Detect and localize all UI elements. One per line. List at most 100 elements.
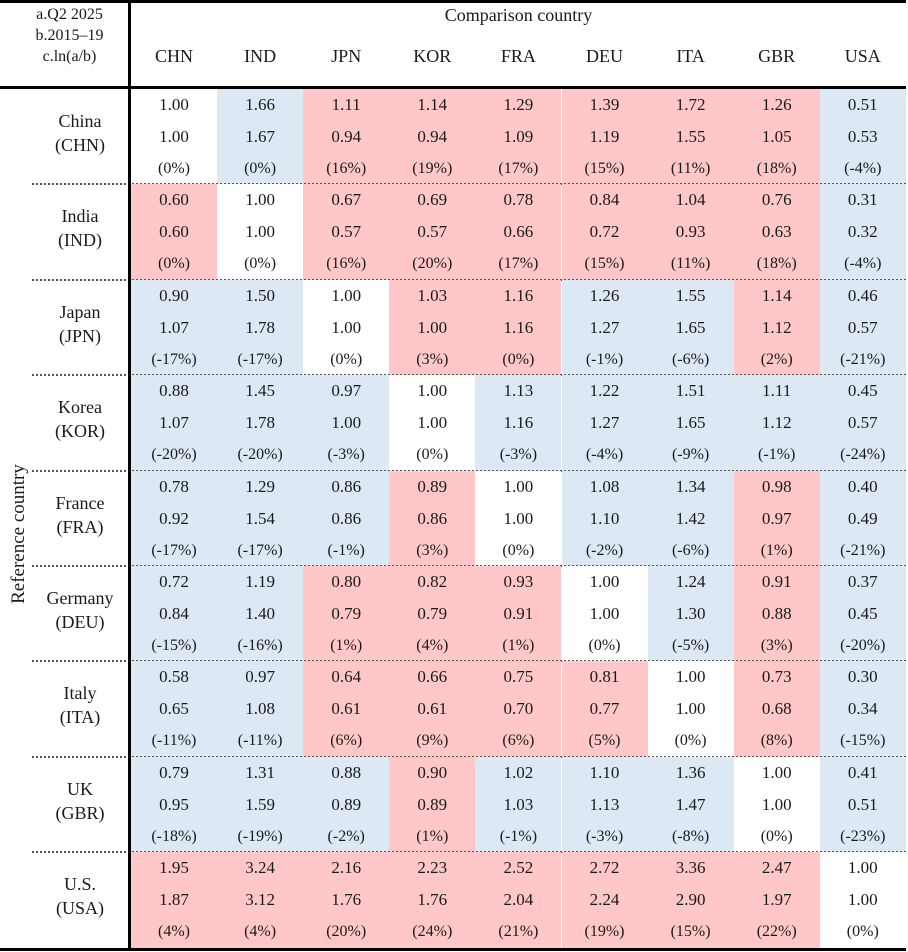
column-header-usa: USA bbox=[844, 46, 881, 66]
value-2015-19: 0.94 bbox=[417, 127, 448, 146]
log-ratio: (4%) bbox=[158, 923, 190, 941]
table-cell-ind: 1.19 1.40 (-16%) bbox=[217, 566, 304, 662]
row-country-name: France bbox=[55, 492, 105, 513]
table-cell-usa: 1.00 1.00 (0%) bbox=[819, 852, 906, 949]
table-cell-deu: 1.00 1.00 (0%) bbox=[561, 566, 648, 662]
value-q2-2025: 1.19 bbox=[245, 572, 275, 591]
value-q2-2025: 1.39 bbox=[589, 95, 620, 114]
log-ratio: (0%) bbox=[158, 255, 190, 273]
table-cell-ind: 0.97 1.08 (-11%) bbox=[217, 661, 304, 758]
table-cell-fra: 1.29 1.09 (17%) bbox=[475, 89, 562, 185]
log-ratio: (0%) bbox=[244, 255, 277, 273]
row-country-code: (CHN) bbox=[55, 135, 105, 155]
value-2015-19: 1.00 bbox=[417, 413, 448, 433]
value-q2-2025: 1.14 bbox=[761, 285, 792, 305]
row-country-name: Italy bbox=[63, 683, 97, 704]
value-2015-19: 1.00 bbox=[503, 508, 534, 528]
value-2015-19: 0.57 bbox=[331, 222, 362, 242]
value-2015-19: 1.40 bbox=[245, 604, 275, 623]
log-ratio: (3%) bbox=[416, 350, 449, 368]
value-q2-2025: 1.66 bbox=[245, 95, 275, 114]
value-q2-2025: 0.91 bbox=[761, 572, 792, 591]
value-2015-19: 1.47 bbox=[675, 794, 706, 814]
value-2015-19: 1.05 bbox=[761, 127, 792, 146]
row-country-name: UK bbox=[67, 778, 93, 799]
value-q2-2025: 0.30 bbox=[847, 667, 878, 687]
log-ratio: (0%) bbox=[846, 923, 879, 941]
value-2015-19: 1.00 bbox=[331, 413, 362, 433]
value-2015-19: 0.60 bbox=[159, 222, 189, 242]
table-cell-chn: 1.95 1.87 (4%) bbox=[131, 852, 217, 949]
row-label: India (IND) bbox=[32, 204, 128, 252]
table-cell-ita: 1.51 1.65 (-9%) bbox=[647, 375, 734, 472]
table-cell-deu: 0.81 0.77 (5%) bbox=[561, 661, 648, 758]
table-cell-kor: 0.82 0.79 (4%) bbox=[389, 566, 476, 662]
log-ratio: (3%) bbox=[416, 541, 449, 559]
log-ratio: (17%) bbox=[498, 255, 539, 273]
row-country-code: (DEU) bbox=[55, 612, 105, 632]
value-q2-2025: 1.16 bbox=[503, 285, 534, 305]
log-ratio: (-11%) bbox=[151, 732, 197, 750]
value-2015-19: 0.57 bbox=[847, 413, 878, 433]
value-q2-2025: 1.22 bbox=[589, 381, 620, 401]
value-q2-2025: 0.66 bbox=[417, 667, 448, 687]
table-cell-ita: 1.55 1.65 (-6%) bbox=[647, 279, 734, 376]
value-q2-2025: 0.84 bbox=[589, 190, 620, 210]
row-label: Japan (JPN) bbox=[32, 300, 128, 348]
log-ratio: (0%) bbox=[674, 732, 707, 750]
table-cell-deu: 1.26 1.27 (-1%) bbox=[561, 279, 648, 376]
value-q2-2025: 0.45 bbox=[847, 381, 878, 401]
value-2015-19: 1.65 bbox=[675, 413, 706, 433]
log-ratio: (-16%) bbox=[237, 637, 283, 654]
row-country-name: Korea bbox=[58, 397, 102, 418]
legend-b: b.2015–19 bbox=[35, 27, 104, 44]
value-q2-2025: 1.51 bbox=[675, 381, 706, 401]
value-2015-19: 1.54 bbox=[245, 508, 275, 528]
row-label: France (FRA) bbox=[32, 491, 128, 539]
table-cell-chn: 0.60 0.60 (0%) bbox=[131, 184, 217, 281]
table-cell-usa: 0.46 0.57 (-21%) bbox=[819, 279, 906, 376]
value-q2-2025: 0.76 bbox=[761, 190, 792, 210]
table-row: France (FRA) 0.78 0.92 (-17%) 1.29 1.54 (-17%) 0… bbox=[0, 470, 906, 567]
log-ratio: (-4%) bbox=[844, 160, 882, 177]
value-2015-19: 2.04 bbox=[503, 890, 534, 910]
value-2015-19: 1.07 bbox=[159, 413, 189, 433]
value-2015-19: 2.90 bbox=[675, 890, 706, 910]
value-2015-19: 1.09 bbox=[503, 127, 534, 146]
log-ratio: (15%) bbox=[584, 160, 625, 177]
log-ratio: (19%) bbox=[412, 160, 453, 177]
column-header-jpn: JPN bbox=[331, 46, 362, 66]
value-q2-2025: 0.58 bbox=[159, 667, 189, 687]
table-cell-fra: 0.75 0.70 (6%) bbox=[475, 661, 562, 758]
top-border bbox=[0, 0, 906, 3]
log-ratio: (-21%) bbox=[840, 541, 886, 559]
value-2015-19: 1.27 bbox=[589, 413, 620, 433]
log-ratio: (1%) bbox=[330, 637, 363, 654]
value-2015-19: 1.65 bbox=[675, 317, 706, 337]
value-2015-19: 1.19 bbox=[589, 127, 620, 146]
value-q2-2025: 1.00 bbox=[245, 190, 275, 210]
value-q2-2025: 0.46 bbox=[847, 285, 878, 305]
value-2015-19: 0.63 bbox=[761, 222, 792, 242]
log-ratio: (-2%) bbox=[585, 541, 624, 559]
log-ratio: (20%) bbox=[326, 923, 367, 941]
value-q2-2025: 2.16 bbox=[331, 858, 362, 878]
log-ratio: (1%) bbox=[416, 827, 449, 845]
value-q2-2025: 1.00 bbox=[589, 572, 620, 591]
value-2015-19: 1.97 bbox=[761, 890, 792, 910]
value-2015-19: 1.00 bbox=[245, 222, 275, 242]
value-q2-2025: 0.78 bbox=[159, 476, 189, 496]
table-cell-gbr: 0.73 0.68 (8%) bbox=[733, 661, 820, 758]
value-q2-2025: 2.23 bbox=[417, 858, 448, 878]
log-ratio: (0%) bbox=[502, 541, 535, 559]
log-ratio: (11%) bbox=[670, 255, 711, 273]
value-q2-2025: 0.73 bbox=[761, 667, 792, 687]
value-q2-2025: 0.98 bbox=[761, 476, 792, 496]
table-row: Italy (ITA) 0.58 0.65 (-11%) 0.97 1.08 (-11%) 0.… bbox=[0, 661, 906, 758]
log-ratio: (24%) bbox=[412, 923, 453, 941]
row-country-code: (IND) bbox=[58, 230, 102, 251]
value-2015-19: 0.34 bbox=[847, 699, 878, 719]
value-2015-19: 1.12 bbox=[761, 413, 792, 433]
log-ratio: (5%) bbox=[588, 732, 621, 750]
